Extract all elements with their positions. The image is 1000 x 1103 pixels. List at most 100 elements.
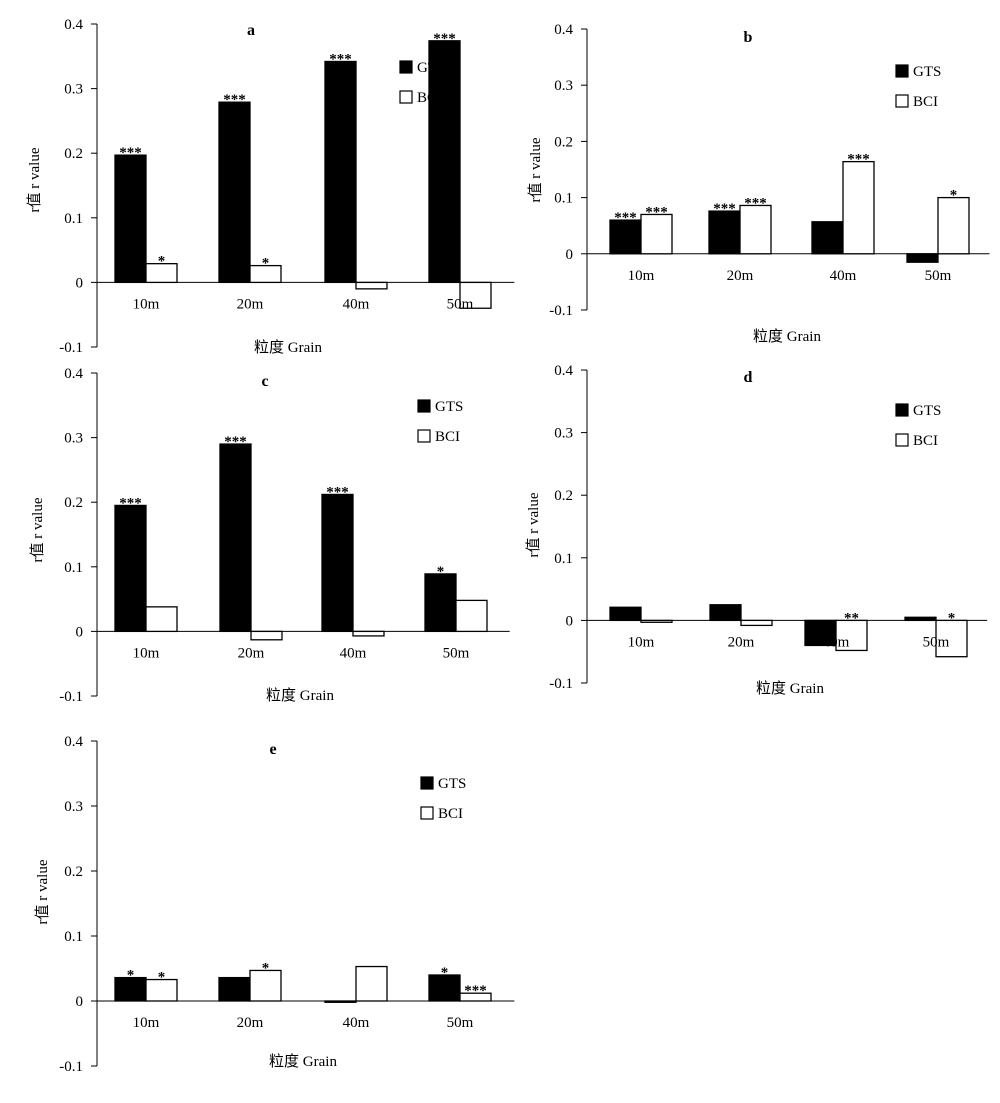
panel-a-y-axis-label: r值 r value bbox=[26, 147, 43, 212]
panel-e-y-tick-label: 0 bbox=[76, 994, 84, 1010]
panel-a-significance-label: *** bbox=[329, 51, 352, 67]
panel-e-legend-swatch-gts bbox=[420, 776, 434, 790]
panel-c-bar-gts-20m bbox=[219, 443, 252, 633]
panel-b-y-axis-label: r值 r value bbox=[527, 137, 544, 202]
panel-a-bar-bci-20m bbox=[249, 264, 282, 284]
panel-d-y-tick-label: 0.4 bbox=[554, 363, 573, 379]
panel-b-category-label: 40m bbox=[830, 268, 857, 284]
panel-c-legend-label-gts: GTS bbox=[435, 399, 463, 415]
panel-b-bar-gts-50m bbox=[906, 253, 939, 263]
panel-e-bar-gts-40m bbox=[324, 1000, 357, 1003]
panel-b-bar-bci-40m bbox=[842, 160, 875, 255]
panel-e-significance-label: * bbox=[262, 960, 270, 976]
panel-a-y-tick-label: 0.4 bbox=[64, 17, 83, 33]
panel-b-bar-gts-40m bbox=[811, 221, 844, 255]
panel-a-y-tick-label: 0 bbox=[76, 275, 84, 291]
panel-b-y-tick-label: 0.1 bbox=[554, 191, 573, 207]
panel-d-category-label: 20m bbox=[728, 634, 755, 650]
panel-b-significance-label: *** bbox=[847, 152, 870, 168]
panel-d-y-axis-label: r值 r value bbox=[525, 492, 542, 557]
panel-d-bar-bci-40m bbox=[835, 619, 868, 652]
panel-d-bar-gts-10m bbox=[609, 606, 642, 622]
panel-b-y-tick-label: 0.2 bbox=[554, 134, 573, 150]
panel-a-significance-label: * bbox=[158, 254, 166, 270]
panel-a-x-axis-label: 粒度 Grain bbox=[254, 339, 322, 356]
panel-a-bar-gts-20m bbox=[218, 101, 251, 284]
panel-c-x-axis-label: 粒度 Grain bbox=[266, 687, 334, 704]
panel-d-title: d bbox=[744, 369, 753, 386]
panel-e-bar-gts-50m bbox=[428, 974, 461, 1002]
panel-d-legend-label-gts: GTS bbox=[913, 403, 941, 419]
panel-a-category-label: 40m bbox=[343, 296, 370, 312]
panel-b-x-axis-label: 粒度 Grain bbox=[753, 328, 821, 345]
panel-a-title: a bbox=[247, 22, 255, 39]
panel-e-y-tick-label: 0.1 bbox=[64, 929, 83, 945]
panel-e-category-label: 10m bbox=[133, 1015, 160, 1031]
panel-c-category-label: 50m bbox=[443, 645, 470, 661]
panel-b-legend-label-bci: BCI bbox=[913, 94, 938, 110]
panel-c-bar-gts-10m bbox=[114, 504, 147, 633]
panel-c-bar-bci-40m bbox=[352, 630, 385, 637]
panel-b-significance-label: *** bbox=[713, 201, 736, 217]
panel-b-bar-gts-20m bbox=[708, 210, 741, 255]
panel-e-bar-bci-40m bbox=[355, 965, 388, 1002]
panel-c-y-tick-label: 0.4 bbox=[64, 366, 83, 382]
panel-c-legend-swatch-bci bbox=[417, 429, 431, 443]
panel-b-bar-bci-10m bbox=[640, 213, 673, 255]
panel-a-bar-bci-40m bbox=[355, 281, 388, 290]
panel-b-category-label: 10m bbox=[628, 268, 655, 284]
panel-b-legend-swatch-bci bbox=[895, 94, 909, 108]
panel-c-category-label: 20m bbox=[238, 645, 265, 661]
panel-b-bar-gts-10m bbox=[609, 219, 642, 255]
panel-d-legend-swatch-bci bbox=[895, 433, 909, 447]
panel-a-significance-label: *** bbox=[119, 145, 142, 161]
panel-e-x-axis-label: 粒度 Grain bbox=[269, 1053, 337, 1070]
panel-d-bar-gts-40m bbox=[804, 619, 837, 647]
panel-c-title: c bbox=[261, 373, 268, 390]
panel-b-y-tick-label: 0 bbox=[566, 247, 574, 263]
panel-e-legend-swatch-bci bbox=[420, 806, 434, 820]
panel-a-y-tick-label: 0.2 bbox=[64, 146, 83, 162]
panel-d-bar-gts-20m bbox=[709, 604, 742, 622]
panel-a-bar-gts-40m bbox=[324, 60, 357, 284]
panel-c-y-tick-label: 0 bbox=[76, 624, 84, 640]
panel-e-significance-label: * bbox=[158, 970, 166, 986]
panel-d-y-tick-label: -0.1 bbox=[549, 676, 573, 692]
panel-e-y-axis-label: r值 r value bbox=[34, 859, 51, 924]
panel-b-y-tick-label: -0.1 bbox=[549, 303, 573, 319]
panel-b-legend-label-gts: GTS bbox=[913, 64, 941, 80]
panel-a-category-label: 50m bbox=[447, 296, 474, 312]
panel-e-significance-label: * bbox=[127, 968, 135, 984]
panel-e-category-label: 20m bbox=[237, 1015, 264, 1031]
panel-d-y-tick-label: 0.3 bbox=[554, 426, 573, 442]
panel-a-bar-gts-50m bbox=[428, 40, 461, 284]
panel-a-y-tick-label: 0.1 bbox=[64, 211, 83, 227]
panel-e-bar-bci-20m bbox=[249, 969, 282, 1002]
panel-e-title: e bbox=[269, 741, 276, 758]
panel-a-legend-label-bci: BCI bbox=[417, 90, 442, 106]
panel-a-y-tick-label: -0.1 bbox=[59, 340, 83, 356]
panel-a-bar-bci-50m bbox=[459, 281, 492, 309]
panel-e-y-tick-label: 0.2 bbox=[64, 864, 83, 880]
panel-a-significance-label: *** bbox=[433, 31, 456, 47]
panel-d-significance-label: * bbox=[948, 610, 956, 626]
panel-e-significance-label: *** bbox=[464, 983, 487, 999]
panel-c-y-tick-label: 0.3 bbox=[64, 431, 83, 447]
panel-c-category-label: 10m bbox=[133, 645, 160, 661]
panel-b-category-label: 50m bbox=[925, 268, 952, 284]
panel-b-bar-bci-50m bbox=[937, 196, 970, 255]
panel-e-category-label: 40m bbox=[343, 1015, 370, 1031]
panel-c-bar-gts-40m bbox=[321, 493, 354, 633]
panel-e-bar-bci-10m bbox=[145, 978, 178, 1002]
panel-a-legend-swatch-bci bbox=[399, 90, 413, 104]
panel-c-significance-label: *** bbox=[326, 484, 349, 500]
panel-c-y-tick-label: 0.2 bbox=[64, 495, 83, 511]
panel-e-significance-label: * bbox=[441, 965, 449, 981]
panel-d-bar-bci-50m bbox=[935, 619, 968, 658]
panel-d-legend-swatch-gts bbox=[895, 403, 909, 417]
panel-a-legend-swatch-gts bbox=[399, 60, 413, 74]
panel-c-legend-swatch-gts bbox=[417, 399, 431, 413]
panel-e-bar-gts-20m bbox=[218, 976, 251, 1002]
